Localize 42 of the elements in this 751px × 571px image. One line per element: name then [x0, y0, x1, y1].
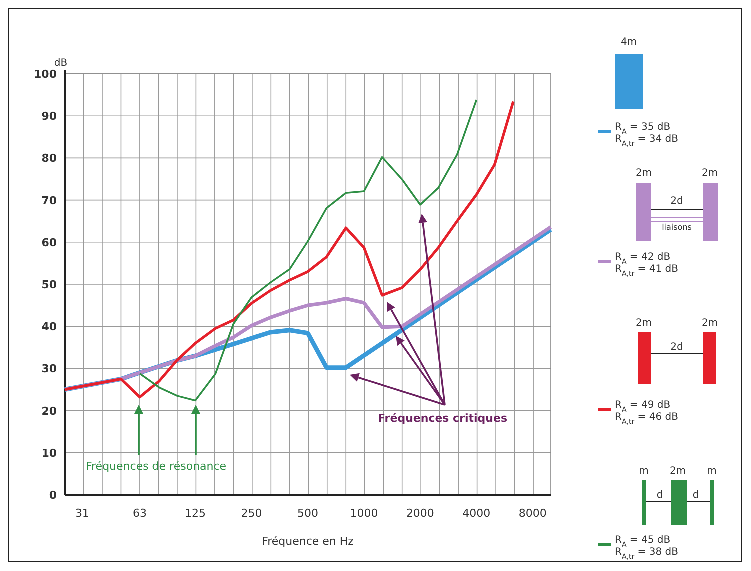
text: 4m [620, 37, 638, 48]
y-tick-label: 30 [42, 362, 58, 376]
x-tick-label: 500 [298, 507, 318, 520]
x-tick-label: 8000 [518, 507, 547, 520]
text: 2m [670, 466, 686, 477]
y-tick-label: 0 [49, 489, 58, 502]
text: 2d [670, 342, 684, 353]
y-tick-label: 80 [42, 152, 58, 166]
y-tick-label: 10 [42, 446, 58, 460]
text: d [656, 490, 664, 501]
y-tick-label: 20 [42, 404, 58, 418]
y-tick-label: 60 [42, 236, 58, 250]
legend-label: R$_{A}$ = 49 dB R$_{A,tr}$ = 46 dB [615, 400, 679, 426]
y-tick-label: 90 [42, 110, 58, 124]
x-tick-label: 1000 [350, 507, 378, 520]
y-tick-label: 40 [42, 320, 58, 334]
legend-label: R$_{A}$ = 45 dB R$_{A,tr}$ = 38 dB [615, 535, 679, 561]
text: 2m [702, 318, 718, 329]
annotation: Fréquences critiques [378, 412, 508, 425]
x-tick-label: 2000 [406, 507, 434, 520]
x-axis-title: Fréquence en Hz [262, 535, 354, 548]
text: m [639, 466, 649, 477]
y-tick-label: 70 [42, 194, 58, 208]
text: m [707, 466, 717, 477]
legend-label: R$_{A}$ = 35 dB R$_{A,tr}$ = 34 dB [615, 122, 679, 148]
text: liaisons [662, 223, 692, 232]
y-tick-label: 50 [42, 278, 58, 292]
x-tick-label: 4000 [462, 507, 491, 520]
text: d [692, 490, 700, 501]
annotation: Fréquences de résonance [86, 460, 227, 473]
x-tick-label: 125 [185, 507, 206, 520]
y-axis-title: dB [54, 58, 68, 69]
legend-label: R$_{A}$ = 42 dB R$_{A,tr}$ = 41 dB [615, 252, 679, 278]
x-tick-label: 31 [75, 507, 90, 520]
text: 2m [702, 168, 718, 179]
text: 2m [636, 168, 652, 179]
text: 2d [670, 196, 684, 207]
x-tick-label: 250 [241, 507, 262, 520]
line-series [139, 99, 478, 402]
x-tick-label: 63 [132, 507, 147, 520]
text: 2m [636, 318, 652, 329]
y-tick-label: 100 [34, 68, 58, 81]
